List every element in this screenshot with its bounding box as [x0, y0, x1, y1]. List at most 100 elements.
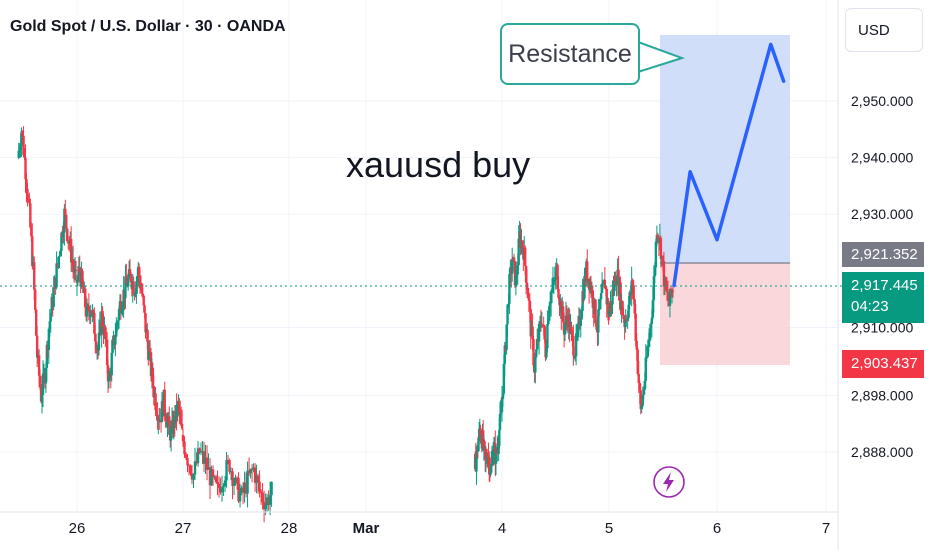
candle-body [528, 300, 532, 310]
candle-body [636, 349, 639, 374]
resistance-price-tag: 2,921.352 [842, 242, 924, 267]
candle-body [24, 157, 27, 180]
candle-body [537, 323, 541, 342]
candle-body [641, 394, 644, 406]
candle-body [180, 423, 184, 429]
candle-body [563, 324, 567, 335]
candle-body [615, 281, 618, 286]
candle-body [147, 341, 150, 360]
candle-body [52, 288, 55, 307]
candle-body [192, 474, 195, 480]
candle-body [549, 293, 553, 304]
candle-body [121, 305, 124, 311]
candle-body [250, 468, 254, 471]
candle-body [228, 460, 231, 472]
candle-body [576, 323, 580, 334]
candle-body [477, 440, 480, 452]
candle-body [176, 403, 179, 417]
candle-body [668, 288, 672, 306]
candle-body [18, 149, 21, 151]
candle-body [235, 477, 239, 479]
candle-body [105, 339, 109, 366]
candle-body [650, 317, 654, 324]
candle-body [84, 288, 87, 308]
candle-body [229, 471, 233, 473]
candle-body [94, 333, 97, 342]
candle-body [49, 313, 52, 322]
candle-body [477, 428, 481, 441]
price-tick-label: 2,950.000 [851, 93, 913, 109]
candle-body [114, 336, 117, 345]
candle-body [572, 336, 575, 356]
candle-body [634, 313, 637, 341]
candle-body [564, 315, 568, 325]
candle-body [561, 306, 565, 323]
candle-body [571, 331, 574, 337]
candle-body [144, 313, 147, 333]
candle-body [553, 280, 557, 282]
callout-pointer [636, 40, 686, 74]
candle-body [609, 300, 612, 311]
candle-body [34, 289, 37, 310]
candle-body [488, 457, 491, 475]
stop-price-tag: 2,903.437 [842, 350, 924, 378]
candle-body [670, 290, 674, 295]
candle-body [258, 481, 261, 492]
candle-body [246, 470, 249, 494]
candle-body [487, 455, 490, 458]
candle-body [265, 497, 269, 506]
candle-body [234, 477, 237, 484]
candle-body [75, 280, 79, 283]
candle-body [147, 351, 151, 360]
candle-body [247, 470, 251, 474]
candle-body [38, 375, 42, 387]
candle-body [486, 455, 490, 464]
candle-body [219, 488, 222, 493]
candle-body [547, 320, 550, 325]
candle-body [505, 324, 508, 350]
candle-body [124, 276, 127, 299]
candles [17, 126, 675, 523]
time-tick-label: 7 [822, 520, 830, 537]
candle-body [29, 203, 32, 228]
candle-body [497, 445, 500, 449]
candle-body [166, 422, 169, 428]
candle-body [37, 355, 41, 376]
candle-body [198, 448, 201, 453]
candle-body [268, 495, 272, 505]
symbol-title[interactable]: Gold Spot / U.S. Dollar · 30 · OANDA [10, 18, 286, 35]
candle-body [513, 260, 517, 286]
candle-body [223, 480, 227, 486]
candle-body [256, 475, 260, 482]
candle-body [199, 451, 203, 453]
candle-body [226, 459, 230, 461]
candle-body [640, 405, 643, 410]
candle-body [633, 299, 636, 314]
candle-body [136, 275, 139, 282]
candle-body [196, 448, 200, 464]
candle-body [141, 293, 144, 296]
candle-body [211, 469, 215, 477]
candle-body [158, 418, 161, 422]
candle-body [647, 340, 651, 347]
candle-body [186, 457, 189, 466]
candle-body [635, 340, 638, 350]
candle-body [574, 333, 578, 357]
lightning-bolt-icon[interactable] [652, 465, 686, 499]
candle-body [25, 179, 28, 189]
price-tick-label: 2,940.000 [851, 150, 913, 166]
candle-body [649, 323, 653, 329]
candle-body [134, 292, 137, 296]
candle-body [19, 145, 22, 150]
currency-button[interactable]: USD [845, 8, 923, 52]
resistance-callout[interactable]: Resistance [500, 23, 640, 85]
candle-body [494, 450, 498, 464]
candle-body [656, 234, 660, 239]
candle-body [625, 319, 628, 321]
candle-body [64, 208, 67, 215]
candle-body [92, 310, 95, 313]
candle-body [155, 410, 158, 416]
candle-body [531, 326, 534, 340]
candle-body [187, 465, 191, 467]
